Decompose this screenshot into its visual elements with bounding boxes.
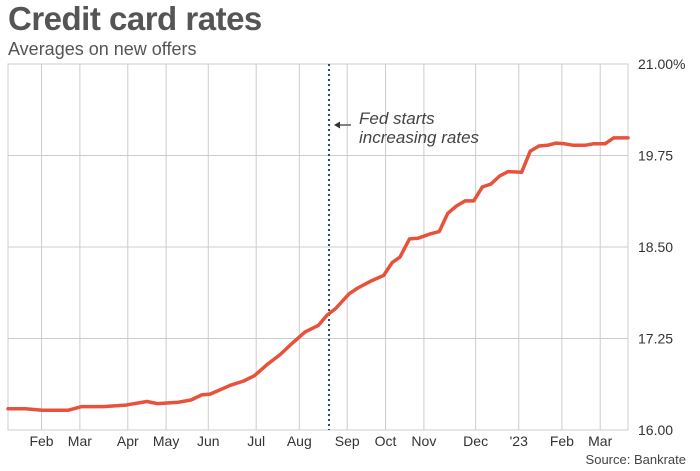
x-tick-label: Mar (68, 433, 92, 449)
x-tick-label: Aug (287, 433, 312, 449)
x-tick-label: '23 (510, 433, 528, 449)
x-tick-label: Apr (117, 433, 139, 449)
annotation-text-line: increasing rates (359, 128, 480, 147)
x-tick-label: Feb (29, 433, 53, 449)
y-tick-label: 19.75 (638, 148, 673, 164)
x-tick-label: Nov (411, 433, 436, 449)
x-tick-label: May (153, 433, 179, 449)
chart-subtitle: Averages on new offers (8, 39, 197, 59)
x-tick-label: Oct (375, 433, 397, 449)
series-layer (6, 136, 630, 412)
annotation-text-line: Fed starts (359, 109, 435, 128)
x-tick-label: Jul (247, 433, 265, 449)
x-tick-label: Feb (550, 433, 574, 449)
x-tick-label: Sep (335, 433, 360, 449)
axes: 16.00 17.25 18.50 19.75 21.00% Feb Mar Apr May Ju… (29, 56, 685, 449)
y-tick-label: 16.00 (638, 422, 673, 438)
source-note: Source: Bankrate (585, 452, 686, 467)
annotation-arrowhead (334, 121, 341, 129)
y-tick-label: 18.50 (638, 239, 673, 255)
series-line (6, 136, 630, 412)
grid (7, 63, 629, 431)
y-tick-label: 17.25 (638, 331, 673, 347)
y-tick-label: 21.00% (638, 56, 685, 72)
x-tick-label: Mar (588, 433, 612, 449)
chart-title: Credit card rates (8, 0, 262, 37)
x-tick-label: Dec (463, 433, 488, 449)
x-tick-label: Jun (197, 433, 220, 449)
